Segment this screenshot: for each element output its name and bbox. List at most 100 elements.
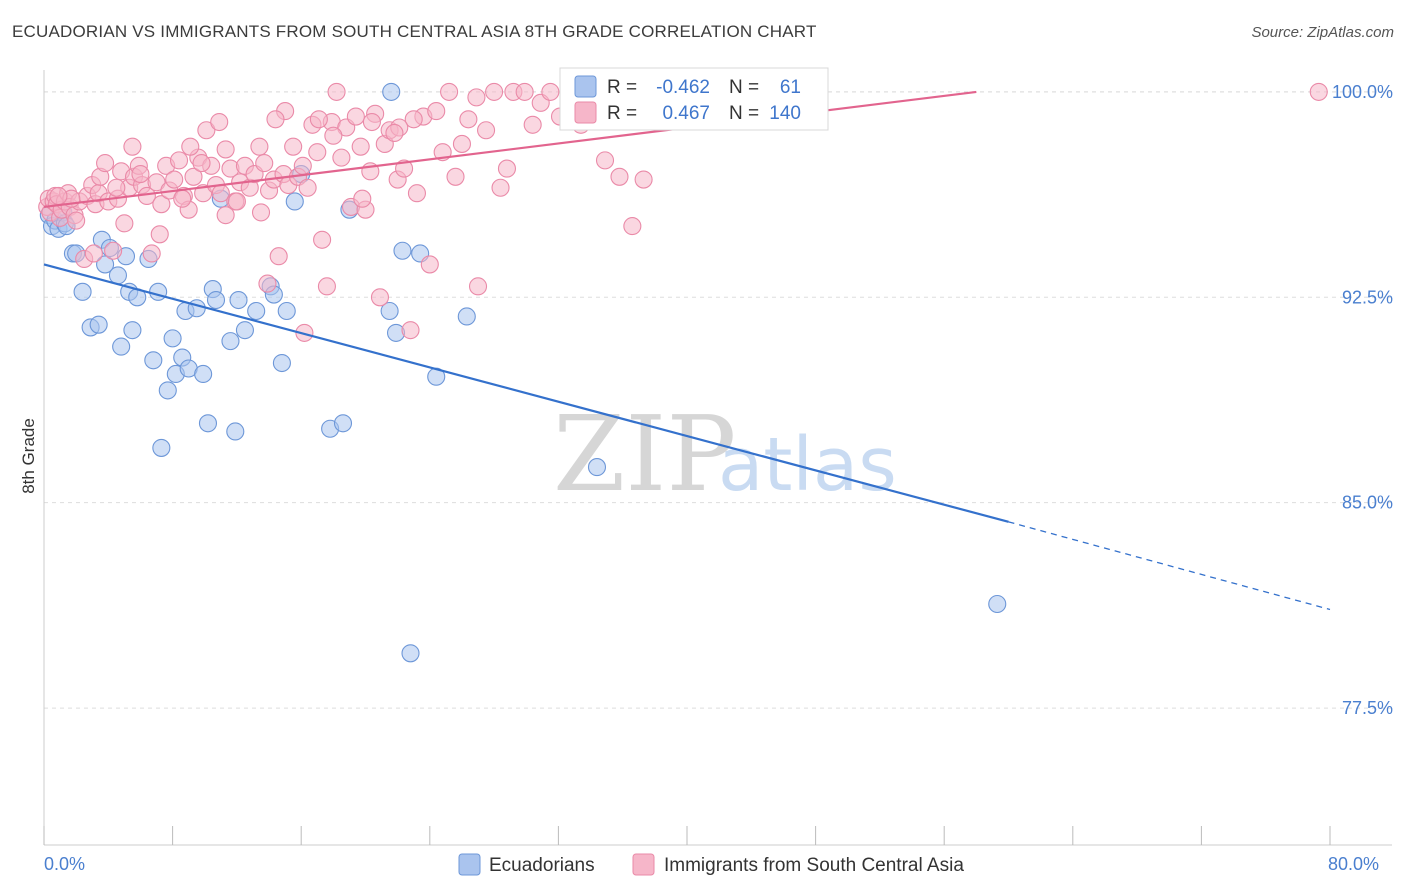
data-point-blue: [187, 299, 206, 318]
data-point-blue: [152, 438, 171, 457]
legend-label-ecuadorians: Ecuadorians: [489, 855, 595, 876]
data-point-pink: [123, 137, 142, 156]
legend-swatch-ecuadorians: [458, 853, 481, 876]
data-point-blue: [221, 332, 240, 351]
data-point-blue: [149, 282, 168, 301]
stats-legend-box: [559, 67, 829, 131]
data-point-pink: [104, 241, 123, 260]
data-point-pink: [269, 247, 288, 266]
data-point-pink: [610, 167, 629, 186]
y-tick-label: 77.5%: [1342, 698, 1393, 718]
data-point-pink: [634, 170, 653, 189]
series-immigrants-south-central-asia: [38, 82, 1328, 342]
data-point-blue: [333, 414, 353, 433]
data-point-blue: [144, 351, 163, 370]
data-point-pink: [227, 192, 246, 211]
stats-r-value-blue: -0.462: [656, 77, 710, 98]
data-point-pink: [497, 159, 517, 178]
data-point-pink: [258, 274, 277, 293]
series-legend: Ecuadorians Immigrants from South Centra…: [458, 853, 964, 876]
watermark-zip: ZIP: [553, 393, 736, 515]
data-point-pink: [251, 203, 271, 222]
data-point-pink: [293, 156, 312, 175]
data-point-pink: [353, 189, 372, 208]
data-point-blue: [158, 381, 177, 400]
stats-n-label-blue: N =: [729, 77, 759, 98]
data-point-pink: [216, 140, 235, 159]
x-tick-label: 80.0%: [1328, 854, 1379, 874]
data-point-pink: [147, 173, 166, 192]
watermark: ZIP atlas: [553, 393, 897, 515]
data-point-pink: [250, 137, 269, 156]
trend-line-blue: [43, 263, 1009, 523]
data-point-blue: [96, 255, 115, 274]
data-point-pink: [327, 82, 346, 101]
data-point-pink: [440, 82, 459, 101]
data-point-pink: [1309, 82, 1328, 101]
data-point-pink: [452, 134, 472, 153]
data-point-blue: [457, 307, 476, 326]
data-point-blue: [401, 644, 420, 663]
data-point-blue: [73, 282, 92, 301]
chart-title: ECUADORIAN VS IMMIGRANTS FROM SOUTH CENT…: [12, 22, 817, 41]
stats-r-label-blue: R =: [607, 77, 637, 98]
data-point-pink: [427, 102, 446, 121]
data-point-pink: [485, 82, 504, 101]
stats-n-label-pink: N =: [729, 103, 759, 124]
data-point-blue: [198, 414, 218, 433]
stats-r-label-pink: R =: [607, 103, 637, 124]
data-point-blue: [247, 301, 266, 321]
data-point-pink: [317, 277, 336, 296]
data-point-pink: [255, 154, 274, 173]
data-point-blue: [226, 422, 245, 441]
y-tick-label: 92.5%: [1342, 287, 1393, 307]
trend-extension-blue: [1008, 521, 1331, 611]
data-point-pink: [181, 137, 200, 156]
data-point-blue: [988, 594, 1007, 614]
data-point-pink: [595, 151, 615, 170]
data-point-pink: [332, 148, 351, 167]
data-point-pink: [351, 137, 370, 156]
data-point-pink: [142, 244, 161, 263]
data-point-blue: [277, 301, 296, 321]
data-point-pink: [210, 112, 229, 132]
stats-n-value-blue: 61: [780, 77, 801, 98]
data-point-pink: [468, 277, 488, 296]
source-label: Source: ZipAtlas.com: [1251, 24, 1394, 41]
legend-swatch-immigrants: [632, 853, 655, 876]
y-tick-label: 100.0%: [1332, 82, 1393, 102]
data-point-pink: [266, 110, 285, 129]
stats-legend: R = -0.462 N = 61 R = 0.467 N = 140: [559, 67, 829, 131]
data-point-blue: [393, 241, 412, 260]
data-point-pink: [184, 167, 203, 186]
stats-n-value-pink: 140: [769, 103, 801, 124]
watermark-atlas: atlas: [718, 422, 897, 508]
data-point-pink: [197, 121, 216, 140]
data-point-blue: [206, 290, 226, 310]
data-point-pink: [107, 178, 126, 197]
data-point-pink: [362, 112, 381, 132]
data-point-pink: [173, 189, 192, 208]
data-point-pink: [541, 82, 560, 101]
data-point-blue: [587, 458, 607, 477]
data-point-pink: [407, 184, 426, 203]
x-tick-label: 0.0%: [44, 854, 85, 874]
data-point-pink: [395, 159, 414, 178]
y-axis-label: 8th Grade: [19, 418, 38, 494]
data-point-blue: [229, 290, 248, 310]
data-point-pink: [84, 244, 103, 263]
data-point-pink: [324, 126, 343, 145]
data-point-pink: [467, 88, 486, 107]
data-point-pink: [477, 121, 496, 140]
data-point-pink: [385, 123, 404, 143]
data-point-blue: [380, 301, 399, 321]
data-point-blue: [123, 321, 142, 340]
legend-label-immigrants: Immigrants from South Central Asia: [664, 855, 964, 876]
data-point-blue: [112, 337, 131, 356]
data-point-pink: [446, 167, 465, 186]
data-point-blue: [108, 266, 127, 285]
data-point-pink: [284, 137, 303, 156]
data-point-pink: [515, 82, 534, 101]
data-point-pink: [346, 107, 365, 126]
